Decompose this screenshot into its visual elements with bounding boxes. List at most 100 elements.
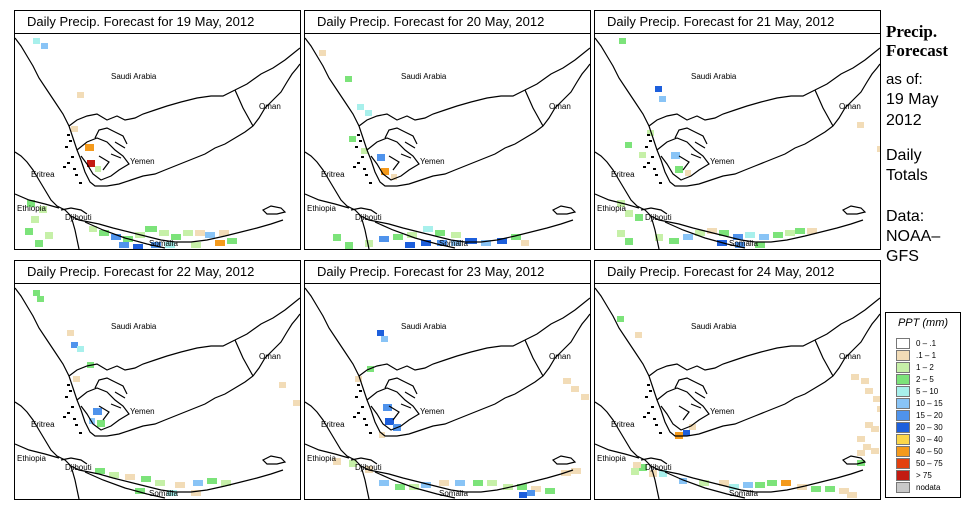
admin-boundary xyxy=(656,127,710,181)
precip-cell xyxy=(125,474,135,480)
legend-swatch xyxy=(896,422,910,433)
precip-cell xyxy=(639,464,647,471)
border-line xyxy=(358,89,526,127)
precip-map: Saudi Arabia Oman Yemen Eritrea Ethiopia Djib… xyxy=(15,37,300,249)
precip-cell xyxy=(451,240,461,246)
legend-swatch xyxy=(896,350,910,361)
island xyxy=(647,384,650,386)
precip-cell xyxy=(119,242,129,248)
country-label: Oman xyxy=(259,352,281,361)
coastline xyxy=(305,287,590,437)
legend-label: 0 – .1 xyxy=(916,339,937,348)
precip-cell xyxy=(807,228,817,234)
precip-cell xyxy=(167,490,177,496)
precip-cell xyxy=(25,228,33,235)
precip-cell xyxy=(293,400,300,406)
island xyxy=(67,134,70,136)
precip-cell xyxy=(755,482,765,488)
precip-map: Saudi Arabia Oman Yemen Eritrea Ethiopia Djib… xyxy=(595,287,880,499)
precip-cell xyxy=(743,482,753,488)
island xyxy=(75,424,78,426)
coastline xyxy=(15,401,284,493)
precip-cell xyxy=(581,394,589,400)
border-line xyxy=(595,443,746,499)
island xyxy=(365,174,368,176)
precip-cell xyxy=(393,234,403,240)
border-line xyxy=(68,89,236,127)
island xyxy=(645,396,648,398)
precip-cell xyxy=(227,238,237,244)
precip-cell xyxy=(421,240,431,246)
island xyxy=(79,182,82,184)
island xyxy=(651,406,654,408)
precip-cell xyxy=(71,342,78,348)
legend-label: 40 – 50 xyxy=(916,447,943,456)
precip-cell xyxy=(857,122,864,128)
island xyxy=(353,166,356,168)
legend-item: 10 – 15 xyxy=(896,398,956,409)
country-label: Djibouti xyxy=(65,463,92,472)
island xyxy=(647,412,650,414)
precip-cell xyxy=(349,460,357,467)
precip-cell xyxy=(133,244,143,249)
precip-cell xyxy=(685,170,691,176)
precip-cell xyxy=(857,436,865,442)
precip-cell xyxy=(773,232,783,238)
coastline xyxy=(305,37,590,187)
precip-cell xyxy=(877,406,880,412)
precip-cell xyxy=(871,426,879,432)
island xyxy=(65,396,68,398)
island xyxy=(363,168,366,170)
country-label: Djibouti xyxy=(355,213,382,222)
legend-swatch xyxy=(896,386,910,397)
precip-cell xyxy=(39,206,47,213)
island xyxy=(73,418,76,420)
precip-cell xyxy=(379,480,389,486)
forecast-panel-22-may: Daily Precip. Forecast for 22 May, 2012 … xyxy=(14,260,301,500)
country-label: Yemen xyxy=(710,157,735,166)
border-line xyxy=(15,443,166,499)
country-label: Yemen xyxy=(420,157,445,166)
country-label: Somalia xyxy=(439,239,468,248)
precip-cell xyxy=(109,472,119,478)
forecast-panel-20-may: Daily Precip. Forecast for 20 May, 2012 … xyxy=(304,10,591,250)
island xyxy=(79,432,82,434)
precip-cell xyxy=(279,382,286,388)
legend-label: 15 – 20 xyxy=(916,411,943,420)
island xyxy=(659,182,662,184)
precip-cell xyxy=(407,232,417,238)
precip-cell xyxy=(689,424,696,430)
coastline xyxy=(814,47,880,91)
legend-label: 50 – 75 xyxy=(916,459,943,468)
precip-cell xyxy=(745,232,755,238)
precip-cell xyxy=(355,376,362,382)
country-label: Somalia xyxy=(149,489,178,498)
country-label: Saudi Arabia xyxy=(401,72,447,81)
precip-cell xyxy=(439,480,449,486)
precip-cell xyxy=(333,234,341,241)
precip-cell xyxy=(521,240,529,246)
island xyxy=(653,418,656,420)
precip-cell xyxy=(435,230,445,236)
precip-map: Saudi Arabia Oman Yemen Eritrea Ethiopia Djib… xyxy=(595,37,880,249)
island xyxy=(69,140,72,142)
island xyxy=(363,418,366,420)
precip-cell xyxy=(825,486,835,492)
precip-cell xyxy=(405,242,415,248)
island xyxy=(67,384,70,386)
coastline xyxy=(305,401,574,493)
as-of-line: as of: xyxy=(886,71,923,88)
precip-cell xyxy=(733,234,743,240)
precip-cell xyxy=(111,234,121,240)
precip-cell xyxy=(781,480,791,486)
precip-cell xyxy=(635,332,642,338)
precip-cell xyxy=(89,418,95,424)
precip-cell xyxy=(221,480,231,486)
precip-cell xyxy=(381,168,389,175)
precip-map: Saudi Arabia Oman Yemen Eritrea Ethiopia Djib… xyxy=(305,37,590,249)
coastline xyxy=(234,47,300,91)
legend-swatch xyxy=(896,338,910,349)
precip-cell xyxy=(847,492,857,498)
precip-cell xyxy=(151,242,161,248)
country-label: Eritrea xyxy=(31,420,55,429)
